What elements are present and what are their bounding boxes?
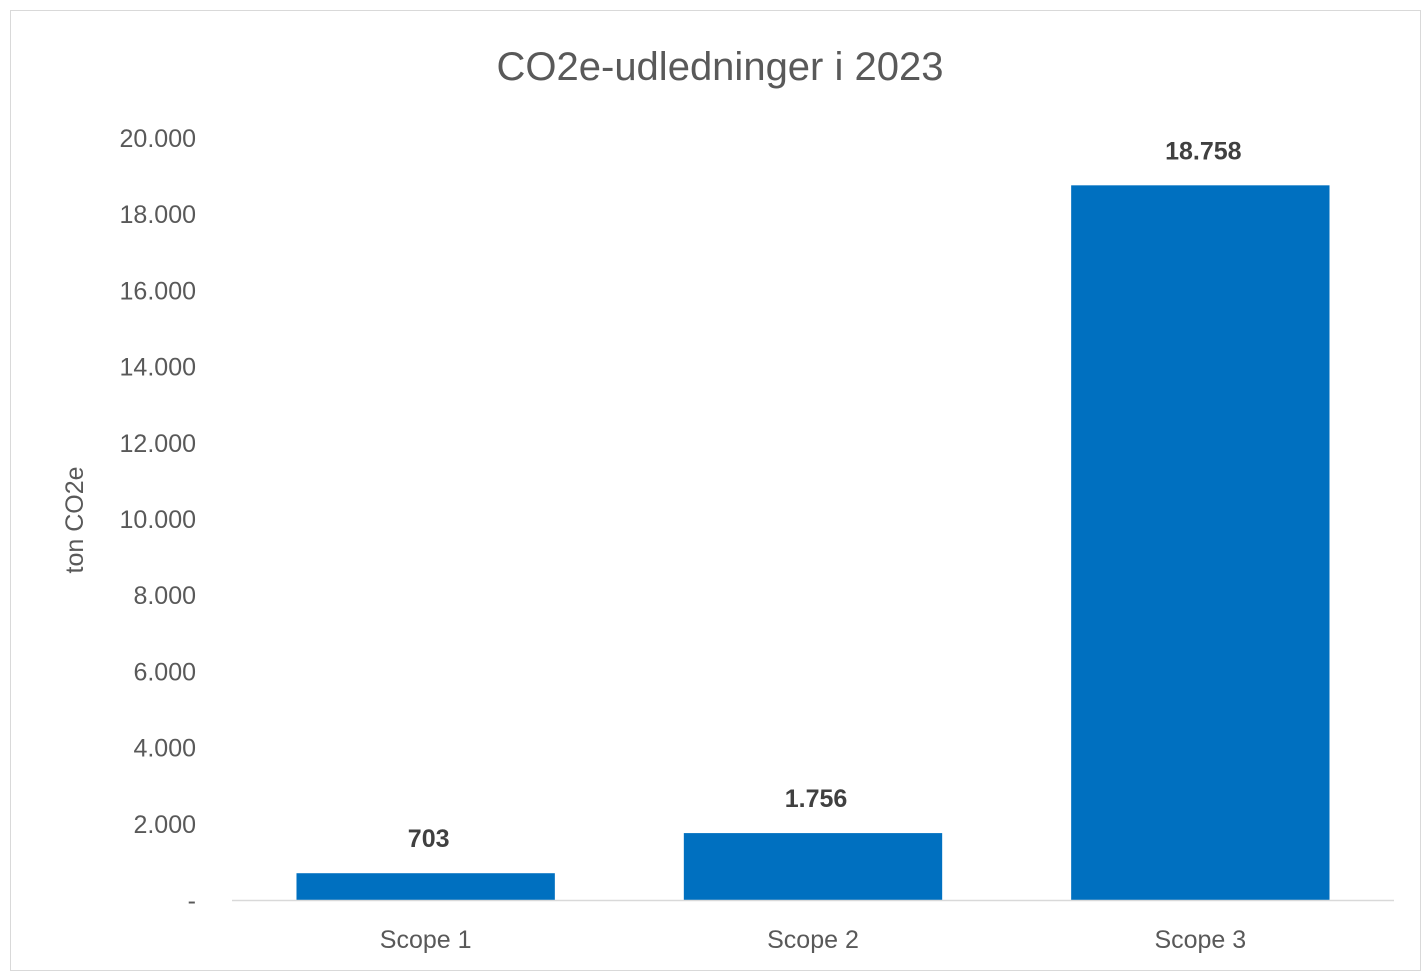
bar-data-label: 1.756 xyxy=(785,785,848,813)
y-tick-label: 6.000 xyxy=(133,658,196,686)
y-tick-label: 10.000 xyxy=(120,506,196,534)
y-tick-label: 16.000 xyxy=(120,277,196,305)
category-label: Scope 2 xyxy=(767,926,859,954)
bar-data-label: 18.758 xyxy=(1165,137,1242,165)
y-tick-label: 4.000 xyxy=(133,735,196,763)
chart-title: CO2e-udledninger i 2023 xyxy=(497,45,944,89)
category-labels: Scope 1 Scope 2 Scope 3 xyxy=(380,926,1246,954)
category-label: Scope 1 xyxy=(380,926,472,954)
bar xyxy=(683,833,943,900)
y-tick-label: - xyxy=(188,887,196,915)
y-tick-label: 14.000 xyxy=(120,354,196,382)
bar xyxy=(296,873,555,900)
y-tick-label: 20.000 xyxy=(120,125,196,153)
y-tick-label: 2.000 xyxy=(133,811,196,839)
y-tick-label: 8.000 xyxy=(133,582,196,610)
data-labels: 703 1.756 18.758 xyxy=(408,137,1242,853)
bar-data-label: 703 xyxy=(408,825,450,853)
y-axis-title: ton CO2e xyxy=(61,466,89,573)
y-tick-label: 12.000 xyxy=(120,430,196,458)
y-tick-labels: - 2.000 4.000 6.000 8.000 10.000 12.000 14.000 1… xyxy=(120,125,196,915)
y-tick-label: 18.000 xyxy=(120,201,196,229)
category-label: Scope 3 xyxy=(1154,926,1246,954)
bars xyxy=(296,185,1330,901)
bar xyxy=(1071,185,1330,901)
